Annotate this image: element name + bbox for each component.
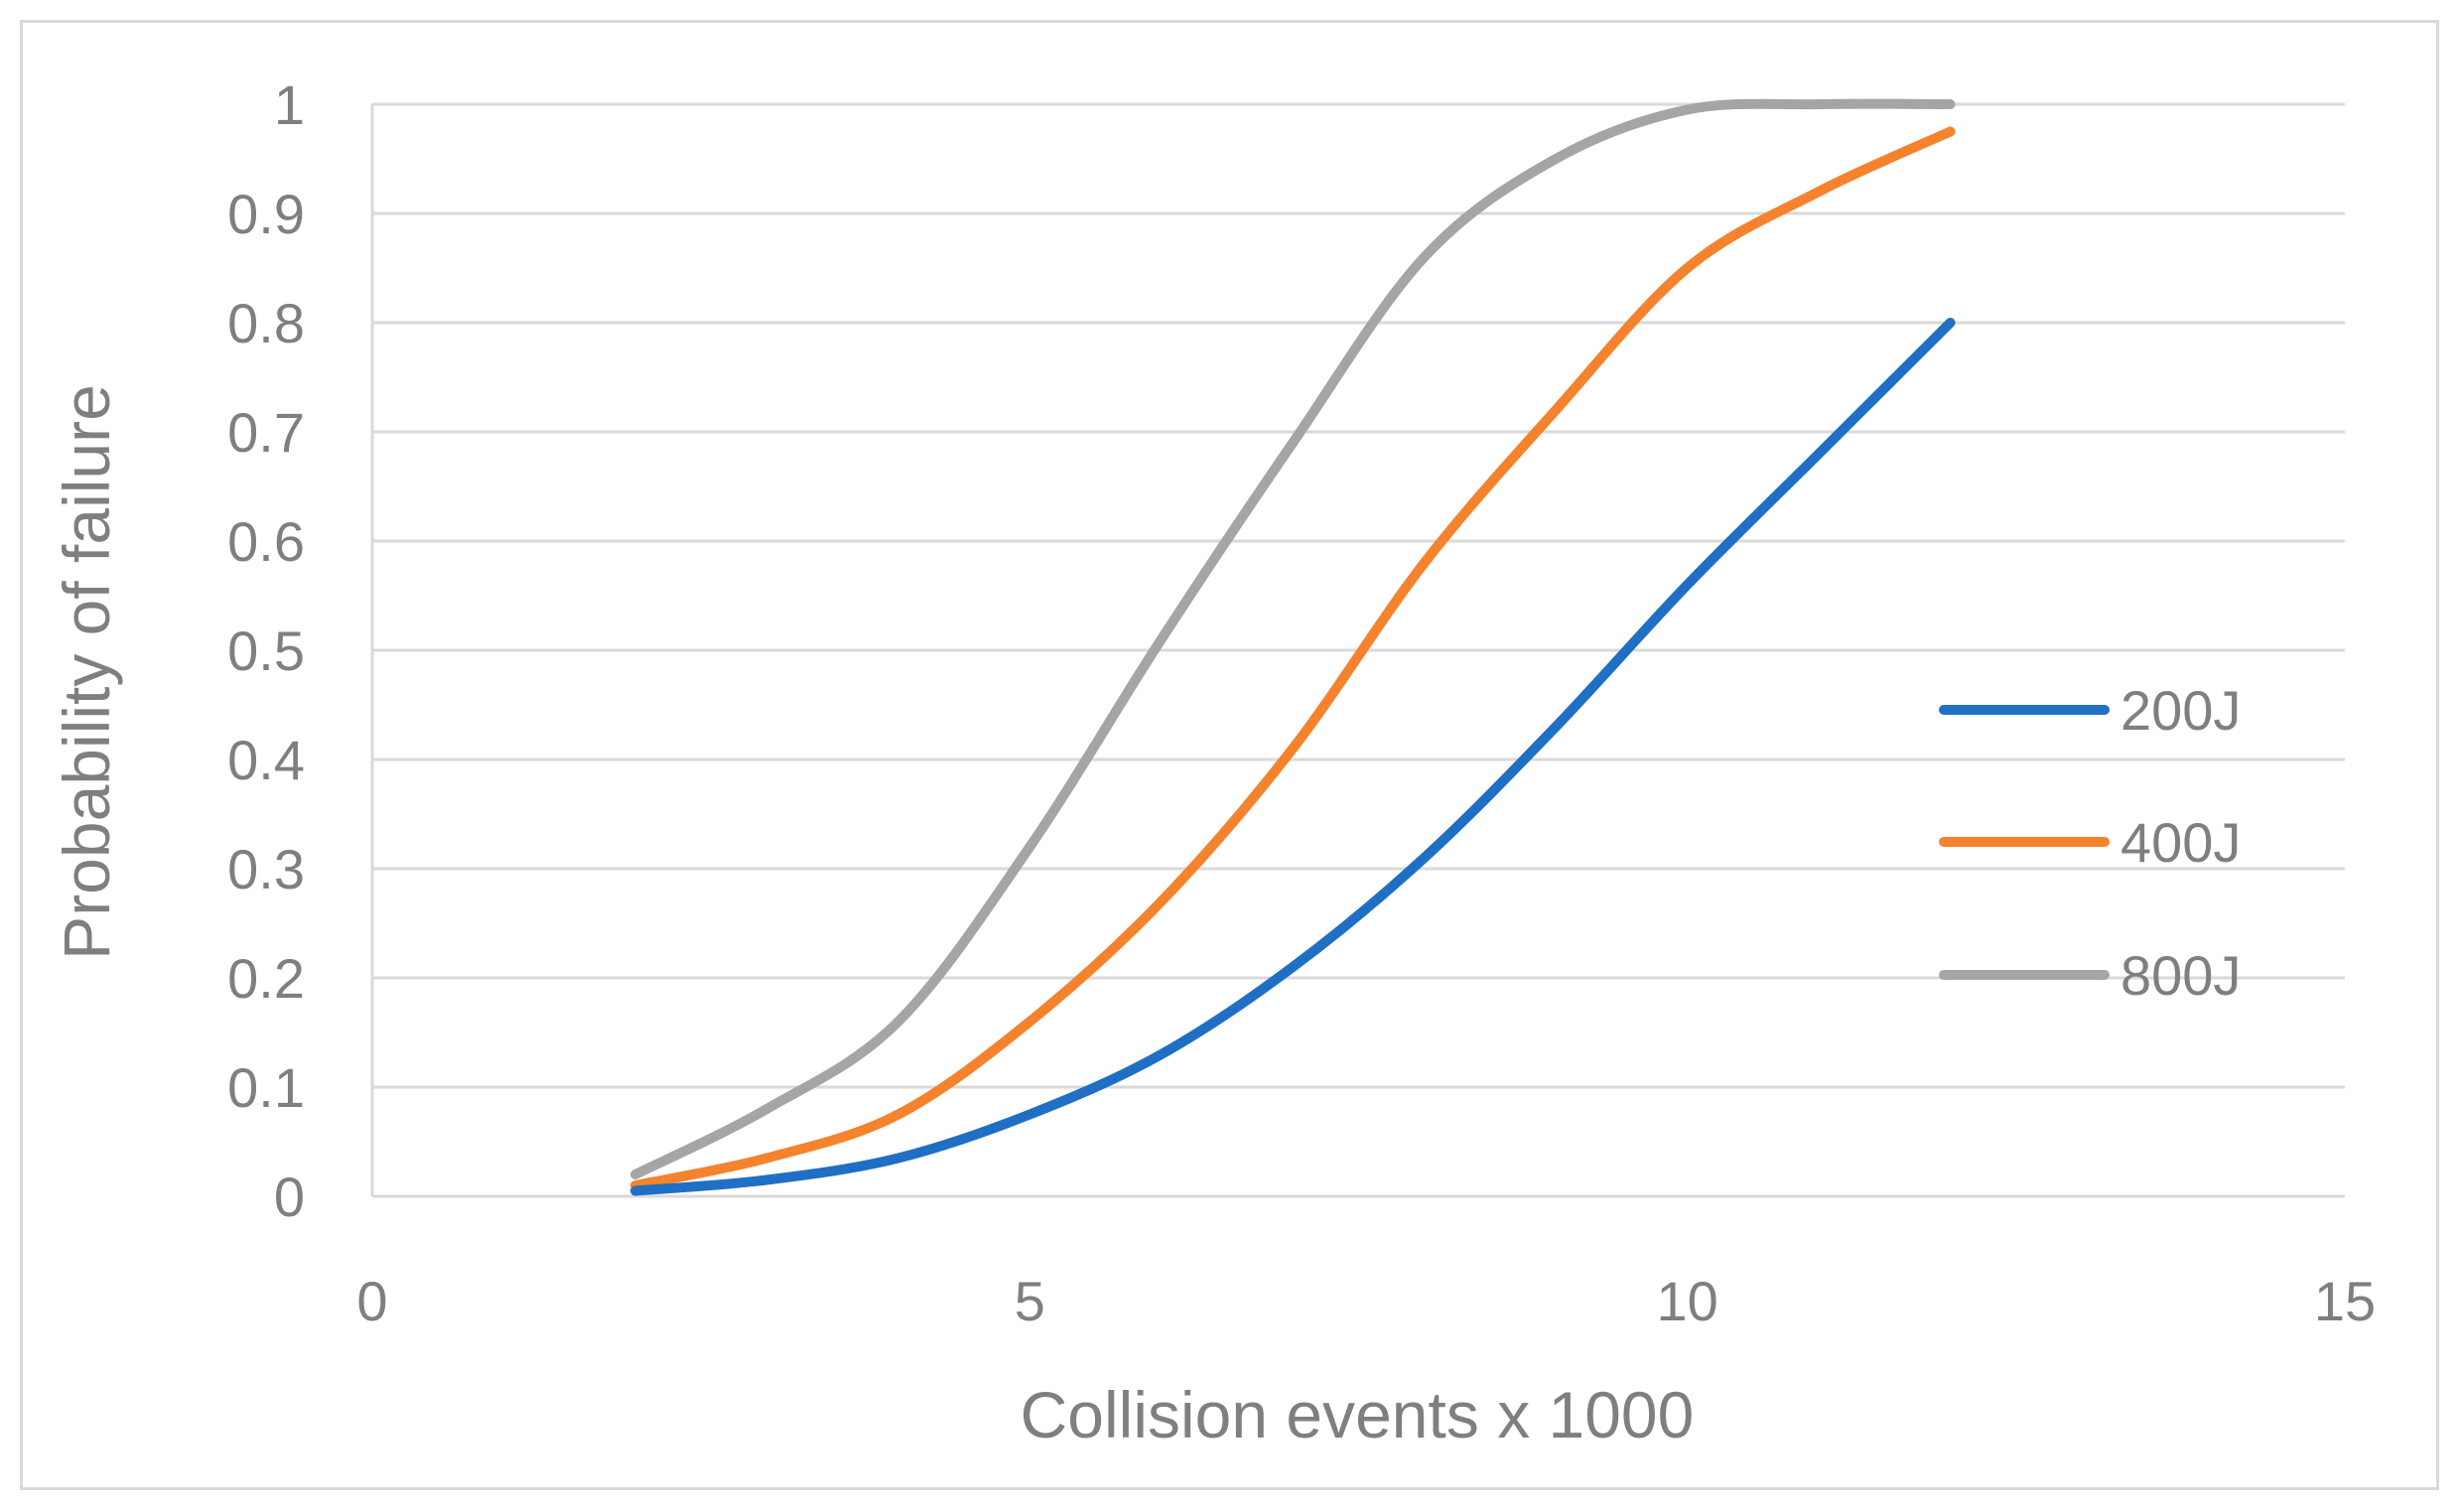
y-tick-label: 0.3 xyxy=(227,838,305,900)
y-tick-label: 0.4 xyxy=(227,729,305,791)
series-line-200j xyxy=(629,318,1956,1196)
series-lines xyxy=(629,98,1956,1196)
y-tick-label: 0.8 xyxy=(227,292,305,354)
y-tick-label: 1 xyxy=(274,73,305,136)
x-tick-label: 5 xyxy=(1015,1270,1045,1332)
y-tick-label: 0.1 xyxy=(227,1056,305,1119)
chart-frame xyxy=(20,20,2439,1490)
legend-label-400j: 400J xyxy=(2120,811,2241,874)
x-tick-label: 10 xyxy=(1657,1270,1718,1332)
legend: 200J 400J 800J xyxy=(1939,679,2241,1007)
gridlines xyxy=(370,102,2345,1198)
legend-label-800j: 800J xyxy=(2120,944,2241,1007)
x-axis-title: Collision events x 1000 xyxy=(1021,1378,1695,1451)
y-tick-label: 0.7 xyxy=(227,401,305,464)
y-tick-label: 0.2 xyxy=(227,947,305,1010)
x-tick-label: 15 xyxy=(2314,1270,2376,1332)
y-tick-label: 0 xyxy=(274,1166,305,1228)
x-tick-label: 0 xyxy=(356,1270,387,1332)
y-tick-label: 0.9 xyxy=(227,183,305,245)
y-tick-label: 0.5 xyxy=(227,619,305,682)
x-tick-labels: 0 5 10 15 xyxy=(356,1270,2376,1332)
series-line-400j xyxy=(629,126,1956,1190)
legend-label-200j: 200J xyxy=(2120,679,2241,742)
series-line-800j xyxy=(629,98,1956,1179)
y-tick-labels: 0 0.1 0.2 0.3 0.4 0.5 0.6 0.7 0.8 0.9 1 xyxy=(227,73,305,1228)
y-tick-label: 0.6 xyxy=(227,510,305,573)
y-axis-title: Probability of failure xyxy=(50,384,123,960)
